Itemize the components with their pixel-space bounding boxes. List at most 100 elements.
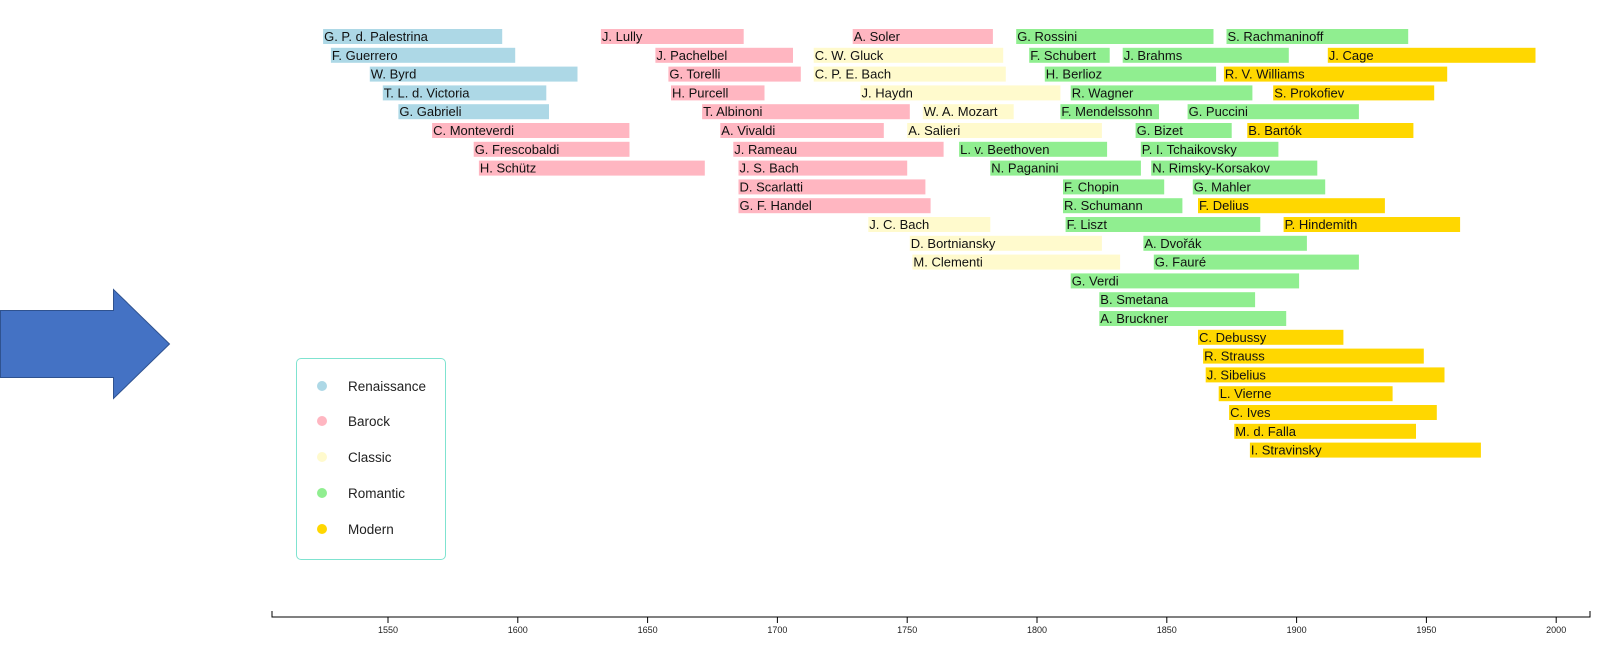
bar-rect-a-salieri [907, 123, 1102, 138]
bar-label-r-wagner: R. Wagner [1072, 85, 1134, 100]
bar-g-verdi: G. Verdi [1070, 273, 1300, 289]
legend-label-classic: Classic [348, 449, 392, 465]
bar-label-g-frescobaldi: G. Frescobaldi [475, 142, 560, 157]
bar-p-hindemith: P. Hindemith [1283, 217, 1461, 232]
bar-label-g-rossini: G. Rossini [1017, 29, 1077, 44]
bar-rect-j-c-bach [868, 217, 991, 232]
bar-b-bartok: B. Bartók [1247, 123, 1414, 138]
legend-label-barock: Barock [348, 413, 391, 429]
bar-label-g-puccini: G. Puccini [1189, 104, 1248, 119]
bar-g-frescobaldi: G. Frescobaldi [473, 141, 630, 157]
bar-label-t-l-d-victoria: T. L. d. Victoria [384, 85, 471, 100]
x-tick-label-1750: 1750 [897, 625, 917, 635]
bar-label-a-soler: A. Soler [854, 29, 901, 44]
bar-rect-m-d-falla [1234, 423, 1416, 439]
bar-rect-g-rossini [1016, 29, 1214, 44]
bar-r-schumann: R. Schumann [1063, 198, 1183, 214]
bar-label-h-schutz: H. Schütz [480, 161, 536, 176]
bar-rect-j-cage [1327, 47, 1536, 63]
legend-item-barock: Barock [317, 411, 390, 431]
bar-rect-r-wagner [1070, 85, 1253, 101]
bar-rect-w-a-mozart [922, 104, 1014, 120]
legend-item-renaissance: Renaissance [317, 376, 426, 396]
bar-g-mahler: G. Mahler [1192, 179, 1326, 195]
x-tick-label-1850: 1850 [1157, 625, 1177, 635]
bar-rect-j-s-bach [738, 160, 908, 176]
bar-g-p-d-palestrina: G. P. d. Palestrina [323, 29, 503, 44]
x-tick-label-1650: 1650 [638, 625, 658, 635]
bar-j-c-bach: J. C. Bach [868, 217, 991, 232]
bar-d-bortniansky: D. Bortniansky [909, 235, 1102, 251]
bar-h-schutz: H. Schütz [478, 160, 705, 176]
bar-label-j-brahms: J. Brahms [1124, 48, 1183, 63]
legend-label-renaissance: Renaissance [348, 378, 427, 394]
bar-label-l-v-beethoven: L. v. Beethoven [960, 142, 1049, 157]
right-arrow-icon [0, 288, 171, 400]
bar-label-c-monteverdi: C. Monteverdi [433, 123, 514, 138]
bar-j-s-bach: J. S. Bach [738, 160, 908, 176]
bar-b-smetana: B. Smetana [1099, 292, 1256, 308]
bar-j-pachelbel: J. Pachelbel [655, 47, 793, 63]
bar-label-c-ives: C. Ives [1230, 405, 1271, 420]
bar-label-p-hindemith: P. Hindemith [1285, 217, 1358, 232]
bar-label-j-s-bach: J. S. Bach [740, 161, 799, 176]
bar-rect-i-stravinsky [1249, 442, 1481, 458]
bar-label-j-lully: J. Lully [602, 29, 643, 44]
bar-r-wagner: R. Wagner [1070, 85, 1253, 101]
bar-rect-n-rimsky-korsakov [1151, 160, 1318, 176]
bar-rect-g-mahler [1192, 179, 1326, 195]
bar-f-chopin: F. Chopin [1063, 179, 1165, 195]
bar-label-s-prokofiev: S. Prokofiev [1274, 85, 1345, 100]
bar-label-j-c-bach: J. C. Bach [869, 217, 929, 232]
bar-label-t-albinoni: T. Albinoni [703, 104, 762, 119]
bar-j-sibelius: J. Sibelius [1205, 367, 1445, 383]
bar-rect-c-ives [1229, 405, 1437, 420]
bar-a-bruckner: A. Bruckner [1099, 311, 1287, 326]
bar-label-f-guerrero: F. Guerrero [332, 48, 398, 63]
bar-rect-j-rameau [733, 141, 944, 157]
bar-rect-h-schutz [478, 160, 705, 176]
bar-c-debussy: C. Debussy [1198, 329, 1344, 345]
bar-rect-c-monteverdi [432, 123, 630, 138]
bar-label-g-bizet: G. Bizet [1137, 123, 1184, 138]
bar-label-a-vivaldi: A. Vivaldi [721, 123, 775, 138]
bar-a-dvorak: A. Dvořák [1143, 235, 1307, 251]
bar-label-g-mahler: G. Mahler [1194, 179, 1252, 194]
x-tick-label-1550: 1550 [378, 625, 398, 635]
bar-label-g-faure: G. Fauré [1155, 255, 1206, 270]
bar-f-mendelssohn: F. Mendelssohn [1060, 104, 1159, 120]
x-tick-label-1900: 1900 [1287, 625, 1307, 635]
bar-c-monteverdi: C. Monteverdi [432, 123, 630, 138]
legend-dot-renaissance [317, 381, 327, 391]
x-tick-label-1600: 1600 [508, 625, 528, 635]
bar-label-p-i-tchaikovsky: P. I. Tchaikovsky [1142, 142, 1237, 157]
bar-rect-f-guerrero [330, 47, 516, 63]
bar-rect-c-w-gluck [813, 47, 1004, 63]
bar-rect-a-vivaldi [720, 123, 884, 138]
bar-rect-t-l-d-victoria [382, 85, 547, 101]
bar-g-gabrieli: G. Gabrieli [398, 104, 549, 120]
bar-t-l-d-victoria: T. L. d. Victoria [382, 85, 547, 101]
bar-label-j-pachelbel: J. Pachelbel [656, 48, 727, 63]
bar-d-scarlatti: D. Scarlatti [738, 179, 926, 195]
bar-label-b-bartok: B. Bartók [1248, 123, 1302, 138]
bar-n-rimsky-korsakov: N. Rimsky-Korsakov [1151, 160, 1318, 176]
bar-label-i-stravinsky: I. Stravinsky [1251, 443, 1322, 458]
legend-dot-romantic [317, 488, 327, 498]
bar-label-s-rachmaninoff: S. Rachmaninoff [1228, 29, 1324, 44]
bar-label-g-gabrieli: G. Gabrieli [399, 104, 461, 119]
bar-rect-f-mendelssohn [1060, 104, 1159, 120]
legend-dot-classic [317, 452, 327, 462]
bar-rect-j-pachelbel [655, 47, 793, 63]
bar-rect-g-verdi [1070, 273, 1300, 289]
bar-rect-j-lully [600, 29, 744, 44]
bar-label-c-p-e-bach: C. P. E. Bach [815, 67, 891, 82]
bar-g-torelli: G. Torelli [668, 66, 801, 82]
bar-rect-a-dvorak [1143, 235, 1307, 251]
bar-label-r-v-williams: R. V. Williams [1225, 67, 1305, 82]
bar-s-prokofiev: S. Prokofiev [1273, 85, 1435, 101]
bar-m-clementi: M. Clementi [912, 254, 1121, 270]
legend-item-modern: Modern [317, 519, 394, 539]
bar-rect-g-bizet [1135, 123, 1232, 138]
bar-label-g-p-d-palestrina: G. P. d. Palestrina [324, 29, 429, 44]
